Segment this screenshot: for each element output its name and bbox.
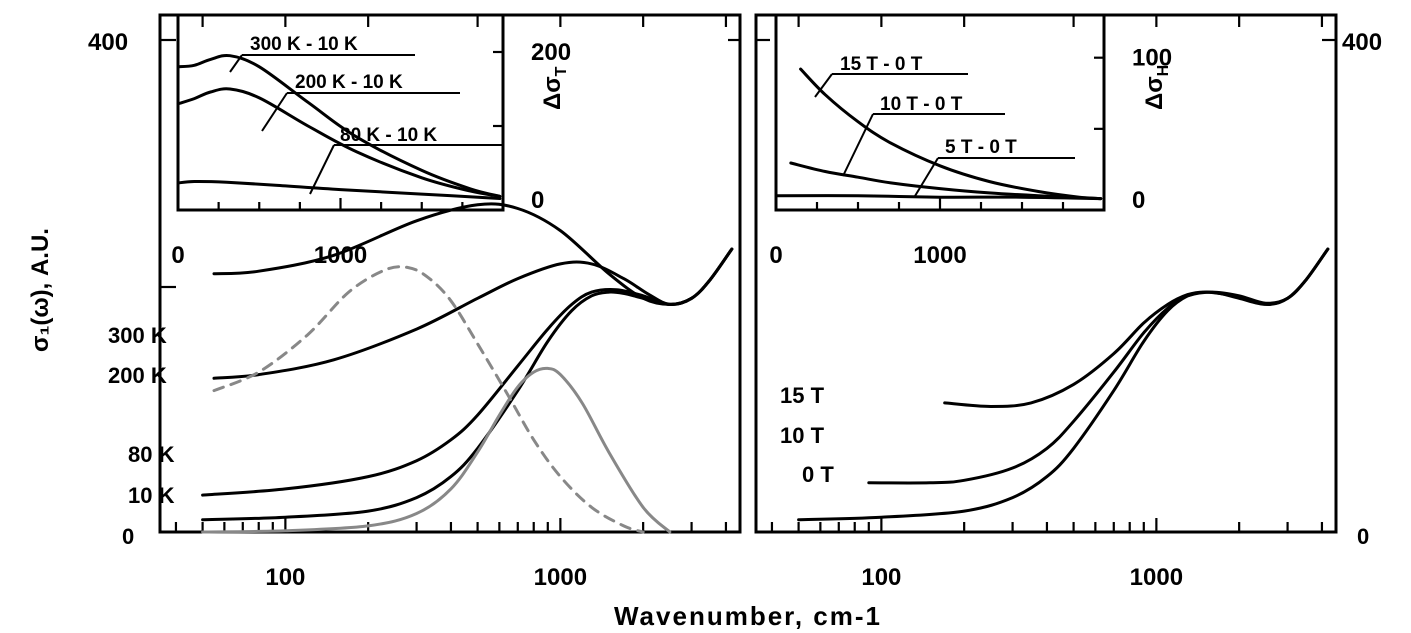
label-zero-left: 0 <box>122 524 134 549</box>
left-inset-series-1 <box>176 87 502 198</box>
right-main-xtick-label: 1000 <box>1130 564 1183 591</box>
right-inset-series-1 <box>789 161 1103 201</box>
leader-line <box>814 73 833 98</box>
inset-label-10t-0t: 10 T - 0 T <box>880 94 963 115</box>
left-inset-frame <box>176 13 505 212</box>
inset-label-300k-10k: 300 K - 10 K <box>250 34 358 55</box>
label-200k: 200 K <box>108 363 167 388</box>
left-main-xtick-label: 100 <box>265 564 305 591</box>
right-ytick-label: 400 <box>1342 29 1382 56</box>
left-ytick-label: 400 <box>88 29 128 56</box>
data-curves <box>176 53 1330 534</box>
right-main-xtick-label: 100 <box>861 564 901 591</box>
inset-label-15t-0t: 15 T - 0 T <box>840 54 923 75</box>
leader-line <box>842 113 874 177</box>
inset-label-200k-10k: 200 K - 10 K <box>295 72 403 93</box>
left-inset-xtick-label: 0 <box>171 242 184 269</box>
left-inset-xtick-label: 1000 <box>314 242 367 269</box>
left-inset-ytick-label: 0 <box>531 187 544 214</box>
label-0t: 0 T <box>802 462 834 487</box>
label-10k: 10 K <box>128 483 175 508</box>
label-15t: 15 T <box>780 383 825 408</box>
right-inset-ytick-label: 100 <box>1132 45 1172 72</box>
right-inset-xtick-label: 0 <box>769 242 782 269</box>
left-inset-series-0 <box>176 53 502 198</box>
right-inset-xtick-label: 1000 <box>913 242 966 269</box>
left-inset-series-2 <box>176 179 502 200</box>
left-main-series-4 <box>212 265 645 534</box>
left-main-series-1 <box>212 247 734 380</box>
left-main-series-5 <box>201 366 672 534</box>
label-10t: 10 T <box>780 423 825 448</box>
right-inset-ytick-label: 0 <box>1132 187 1145 214</box>
right-inset-series-2 <box>774 194 1103 201</box>
inset-label-5t-0t: 5 T - 0 T <box>945 137 1017 158</box>
label-80k: 80 K <box>128 442 175 467</box>
inset-ylabel-delta-sigma-t: ΔσT <box>539 66 570 110</box>
leader-line <box>914 157 939 197</box>
right-main-series-2 <box>797 247 1330 522</box>
left-main-xtick-label: 1000 <box>534 564 587 591</box>
label-300k: 300 K <box>108 323 167 348</box>
label-zero-right: 0 <box>1357 524 1369 549</box>
leader-line <box>229 54 243 73</box>
leader-line <box>261 92 288 132</box>
left-main-series-3 <box>201 247 734 522</box>
leader-line <box>309 144 335 195</box>
figure-xlabel: Wavenumber, cm-1 <box>614 601 882 631</box>
inset-label-80k-10k: 80 K - 10 K <box>340 125 437 146</box>
left-inset-ytick-label: 200 <box>531 39 571 66</box>
figure-ylabel: σ₁(ω), A.U. <box>27 228 54 352</box>
left-main-series-0 <box>212 202 734 306</box>
right-main-series-0 <box>943 247 1330 408</box>
